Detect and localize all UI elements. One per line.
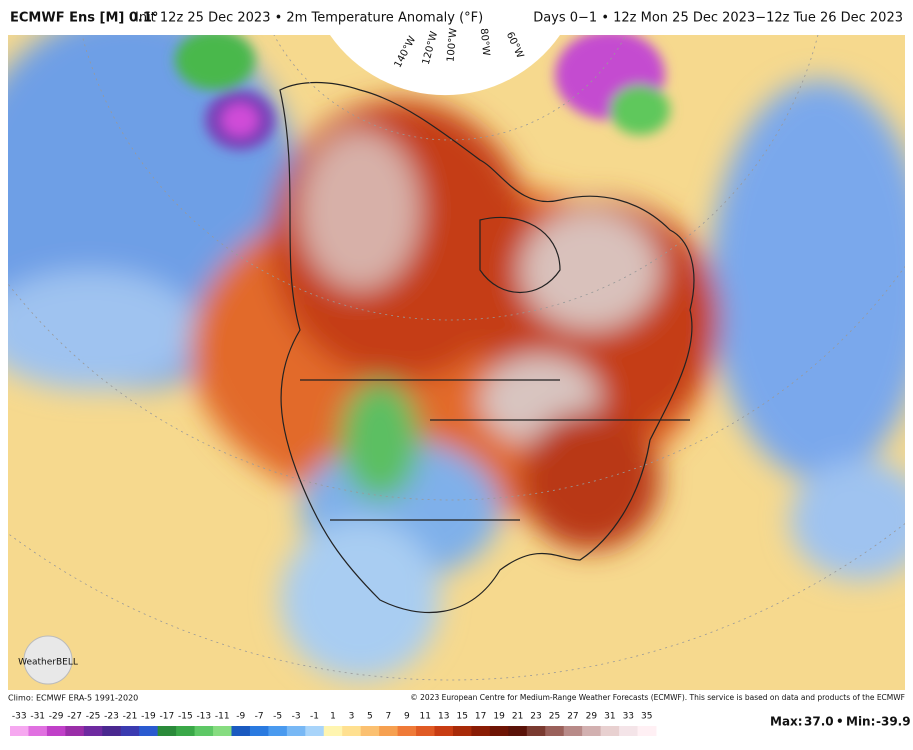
colorbar-swatch	[489, 726, 509, 736]
colorbar-swatch	[397, 726, 417, 736]
colorbar-swatch	[563, 726, 583, 736]
colorbar-label: 27	[567, 712, 578, 722]
colorbar-label: 31	[604, 712, 615, 722]
colorbar-swatch	[268, 726, 288, 736]
colorbar-label: 25	[549, 712, 560, 722]
colorbar-label: 23	[530, 712, 541, 722]
model-name: ECMWF Ens [M] 0.1°	[10, 11, 158, 26]
colorbar-label: 7	[386, 712, 392, 722]
max-label: Max:	[770, 715, 803, 729]
colorbar-label: -7	[255, 712, 264, 722]
colorbar-swatch	[176, 726, 196, 736]
colorbar-label: -11	[215, 712, 230, 722]
colorbar-label: 11	[420, 712, 431, 722]
colorbar-swatch	[120, 726, 140, 736]
logo-text: WeatherBELL	[18, 658, 78, 668]
colorbar: -33 -31 -29 -27 -25 -23 -21 -19 -17 -15 -13 -11 -9 -7…	[10, 712, 657, 736]
longitude-label: 100°W	[446, 28, 460, 63]
max-value: 37.0	[804, 715, 834, 729]
colorbar-label: -31	[30, 712, 45, 722]
colorbar-swatch	[249, 726, 269, 736]
colorbar-label: 9	[404, 712, 410, 722]
colorbar-label: 5	[367, 712, 373, 722]
colorbar-label: 3	[349, 712, 355, 722]
colorbar-swatch	[619, 726, 639, 736]
colorbar-label: -27	[67, 712, 82, 722]
colorbar-label: -25	[86, 712, 101, 722]
colorbar-label: 15	[456, 712, 467, 722]
colorbar-swatch	[600, 726, 620, 736]
min-label: Min:	[846, 715, 875, 729]
colorbar-swatch	[360, 726, 380, 736]
colorbar-label: 29	[586, 712, 598, 722]
colorbar-swatch	[323, 726, 343, 736]
min-value: -39.9	[876, 715, 911, 729]
colorbar-swatch	[83, 726, 103, 736]
colorbar-label: 35	[641, 712, 652, 722]
colorbar-swatch	[10, 726, 29, 736]
colorbar-label: -23	[104, 712, 119, 722]
colorbar-label: -9	[236, 712, 245, 722]
colorbar-swatch	[342, 726, 362, 736]
colorbar-swatch	[471, 726, 491, 736]
colorbar-swatch	[286, 726, 306, 736]
colorbar-swatch	[508, 726, 528, 736]
colorbar-swatch	[157, 726, 177, 736]
map-title: Init 12z 25 Dec 2023 • 2m Temperature An…	[135, 11, 483, 26]
colorbar-swatch	[582, 726, 602, 736]
colorbar-swatch	[28, 726, 48, 736]
colorbar-swatch	[139, 726, 159, 736]
colorbar-swatch	[194, 726, 214, 736]
pole-cap	[330, 35, 560, 96]
colorbar-swatch	[637, 726, 657, 736]
logo: WeatherBELL	[18, 635, 78, 685]
colorbar-swatch	[452, 726, 472, 736]
period: Days 0−1 • 12z Mon 25 Dec 2023−12z Tue 2…	[533, 11, 903, 26]
colorbar-label: -13	[196, 712, 211, 722]
colorbar-swatch	[102, 726, 122, 736]
climo-note: Climo: ECMWF ERA-5 1991-2020	[8, 694, 138, 703]
colorbar-label: 1	[330, 712, 336, 722]
colorbar-swatch	[65, 726, 85, 736]
colorbar-label: -5	[273, 712, 282, 722]
longitude-label: 80°W	[478, 28, 491, 57]
colorbar-swatch	[213, 726, 232, 736]
colorbar-swatch	[545, 726, 565, 736]
colorbar-label: -19	[141, 712, 156, 722]
colorbar-label: 17	[475, 712, 486, 722]
colorbar-label: -21	[123, 712, 138, 722]
colorbar-label: -3	[292, 712, 301, 722]
map	[8, 35, 905, 690]
colorbar-swatch	[46, 726, 66, 736]
colorbar-label: -15	[178, 712, 193, 722]
copyright: © 2023 European Centre for Medium-Range …	[410, 693, 905, 702]
separator: •	[836, 715, 844, 729]
colorbar-swatch	[434, 726, 454, 736]
colorbar-label: 21	[512, 712, 523, 722]
coastlines	[279, 81, 695, 614]
colorbar-label: -1	[310, 712, 319, 722]
colorbar-label: 13	[438, 712, 449, 722]
stats: Max: 37.0 • Min: -39.9	[770, 715, 911, 729]
colorbar-label: -29	[49, 712, 64, 722]
colorbar-label: 33	[623, 712, 634, 722]
colorbar-swatch	[379, 726, 399, 736]
colorbar-swatch	[526, 726, 546, 736]
colorbar-swatch	[231, 726, 251, 736]
colorbar-label: -33	[12, 712, 27, 722]
colorbar-swatch	[305, 726, 325, 736]
colorbar-label: -17	[160, 712, 175, 722]
colorbar-label: 19	[493, 712, 505, 722]
colorbar-swatch	[416, 726, 436, 736]
